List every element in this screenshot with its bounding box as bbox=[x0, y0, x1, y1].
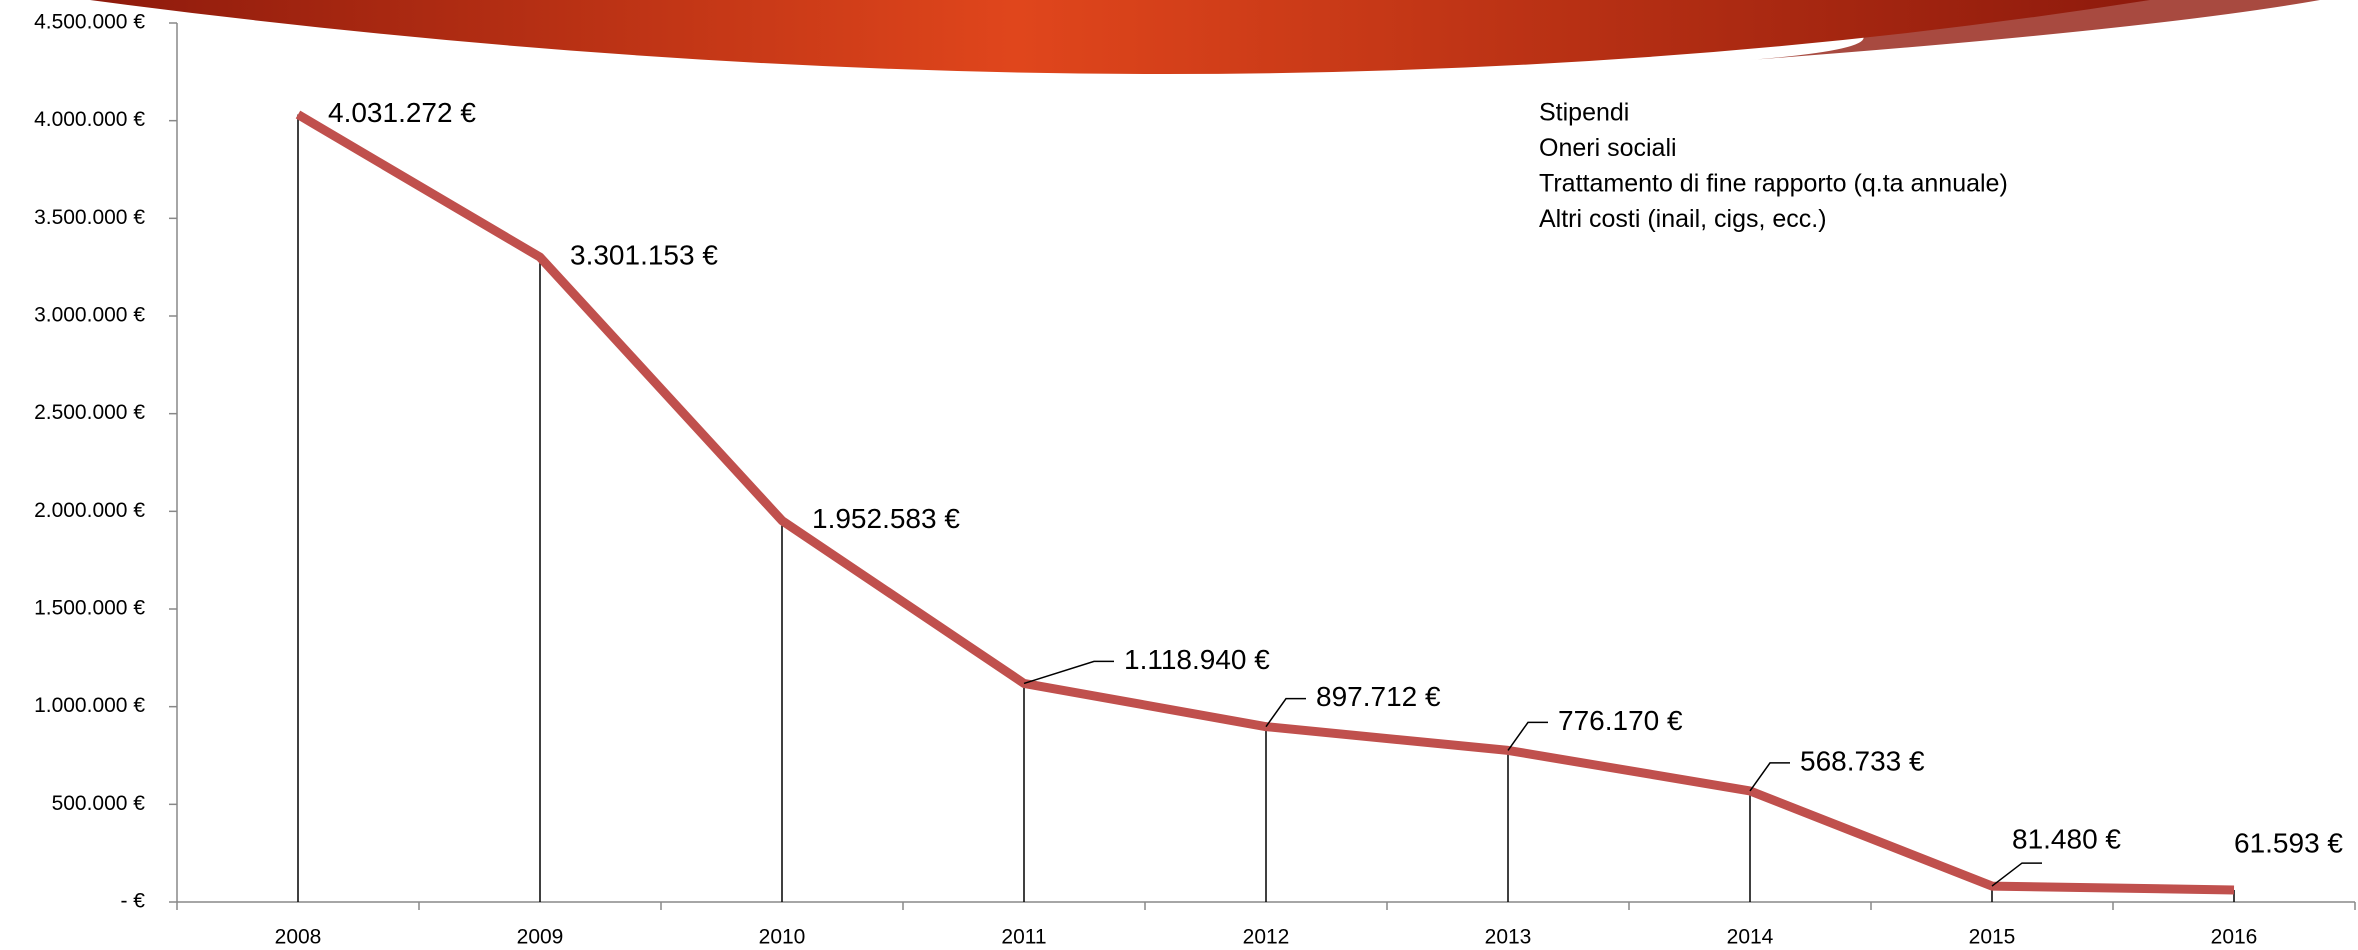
y-tick-label: 2.000.000 € bbox=[34, 499, 145, 522]
data-label: 568.733 € bbox=[1800, 745, 1925, 776]
legend-entry: Oneri sociali bbox=[1539, 134, 1677, 162]
data-label: 1.952.583 € bbox=[812, 503, 960, 534]
leader-line bbox=[1991, 862, 2042, 887]
data-label: 4.031.272 € bbox=[328, 97, 476, 128]
y-tick-label: 4.500.000 € bbox=[34, 11, 145, 34]
x-tick-label: 2015 bbox=[1969, 926, 2016, 949]
y-tick-label: 1.500.000 € bbox=[34, 597, 145, 620]
legend-entry: Trattamento di fine rapporto (q.ta annua… bbox=[1539, 170, 2008, 198]
series-line bbox=[295, 110, 2235, 895]
y-tick-label: - € bbox=[120, 890, 145, 913]
leader-line bbox=[1749, 762, 1790, 792]
legend-entry: Stipendi bbox=[1539, 99, 1629, 127]
x-tick-label: 2009 bbox=[517, 926, 564, 949]
legend: Stipendi Oneri sociali Trattamento di fine… bbox=[1539, 99, 2008, 234]
x-tick-label: 2011 bbox=[1001, 926, 1046, 949]
data-label: 897.712 € bbox=[1316, 681, 1441, 712]
x-tick-label: 2013 bbox=[1485, 926, 1532, 949]
x-tick-label: 2008 bbox=[275, 926, 322, 949]
leader-line bbox=[1507, 721, 1548, 751]
data-label: 1.118.940 € bbox=[1124, 644, 1270, 675]
x-tick-label: 2010 bbox=[759, 926, 806, 949]
y-tick-label: 4.000.000 € bbox=[34, 108, 145, 131]
x-tick-label: 2012 bbox=[1243, 926, 1290, 949]
data-label: 61.593 € bbox=[2234, 827, 2343, 858]
data-label: 776.170 € bbox=[1558, 705, 1683, 736]
legend-entry: Altri costi (inail, cigs, ecc.) bbox=[1539, 205, 1827, 233]
x-tick-label: 2014 bbox=[1727, 926, 1774, 949]
data-label: 81.480 € bbox=[2012, 823, 2121, 854]
y-tick-label: 3.500.000 € bbox=[34, 206, 145, 229]
leader-line bbox=[1265, 697, 1306, 728]
y-tick-label: 3.000.000 € bbox=[34, 304, 145, 327]
y-tick-label: 1.000.000 € bbox=[34, 694, 145, 717]
x-tick-label: 2016 bbox=[2211, 926, 2258, 949]
leader-line bbox=[1023, 660, 1114, 685]
decor-arc bbox=[90, 0, 2150, 74]
y-tick-label: 500.000 € bbox=[52, 792, 146, 815]
data-label: 3.301.153 € bbox=[570, 240, 718, 271]
y-tick-label: 2.500.000 € bbox=[34, 401, 145, 424]
